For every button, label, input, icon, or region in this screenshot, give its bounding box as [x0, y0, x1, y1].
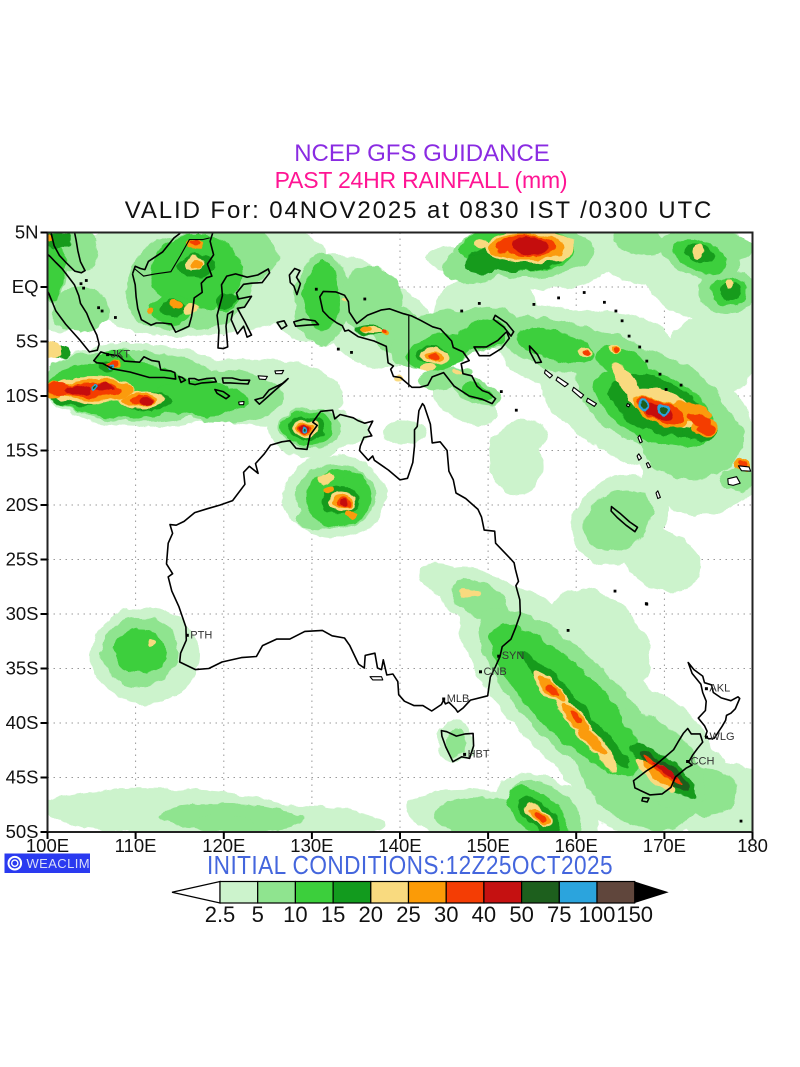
- svg-text:5: 5: [252, 902, 264, 927]
- svg-text:100E: 100E: [26, 835, 69, 856]
- svg-text:5S: 5S: [16, 331, 39, 352]
- svg-text:EQ: EQ: [12, 276, 39, 297]
- svg-text:130E: 130E: [290, 835, 333, 856]
- svg-text:150: 150: [616, 902, 653, 927]
- svg-text:180: 180: [737, 835, 768, 856]
- svg-text:40S: 40S: [6, 712, 39, 733]
- svg-text:25S: 25S: [6, 549, 39, 570]
- svg-text:40: 40: [472, 902, 496, 927]
- svg-text:PTH: PTH: [190, 629, 212, 641]
- svg-text:75: 75: [547, 902, 571, 927]
- svg-text:5N: 5N: [15, 222, 39, 243]
- svg-text:170E: 170E: [643, 835, 686, 856]
- svg-text:2.5: 2.5: [205, 902, 236, 927]
- svg-text:140E: 140E: [378, 835, 421, 856]
- svg-text:JKT: JKT: [111, 349, 131, 361]
- svg-text:AKL: AKL: [709, 683, 730, 695]
- svg-text:10: 10: [283, 902, 307, 927]
- svg-text:20: 20: [359, 902, 383, 927]
- svg-text:30S: 30S: [6, 603, 39, 624]
- svg-text:WEACLIM: WEACLIM: [27, 856, 90, 871]
- svg-text:15: 15: [321, 902, 345, 927]
- svg-text:15S: 15S: [6, 440, 39, 461]
- svg-text:CCH: CCH: [691, 756, 715, 768]
- svg-text:45S: 45S: [6, 767, 39, 788]
- svg-text:100: 100: [579, 902, 616, 927]
- svg-text:25: 25: [396, 902, 420, 927]
- svg-text:50S: 50S: [6, 821, 39, 842]
- svg-text:20S: 20S: [6, 494, 39, 515]
- svg-text:10S: 10S: [6, 385, 39, 406]
- svg-text:35S: 35S: [6, 658, 39, 679]
- svg-text:SYN: SYN: [502, 650, 525, 662]
- svg-text:120E: 120E: [202, 835, 245, 856]
- svg-text:160E: 160E: [555, 835, 598, 856]
- svg-text:WLG: WLG: [710, 731, 735, 743]
- svg-text:CNB: CNB: [484, 666, 507, 678]
- svg-text:HBT: HBT: [468, 748, 490, 760]
- svg-text:110E: 110E: [115, 835, 157, 856]
- svg-text:30: 30: [434, 902, 458, 927]
- svg-text:MLB: MLB: [447, 693, 470, 705]
- svg-text:150E: 150E: [466, 835, 509, 856]
- svg-text:50: 50: [509, 902, 533, 927]
